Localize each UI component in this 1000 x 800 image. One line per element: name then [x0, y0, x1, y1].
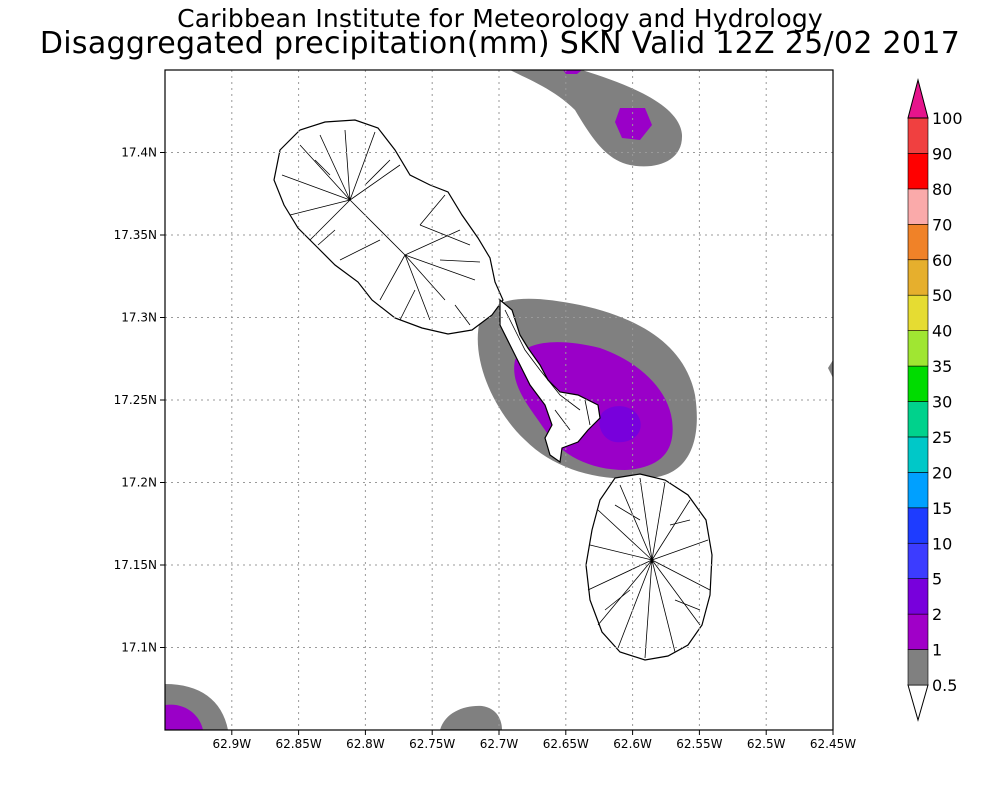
- lat-tick-label: 17.25N: [114, 393, 157, 407]
- lon-tick-label: 62.7W: [480, 737, 519, 751]
- colorbar-label: 25: [932, 428, 952, 447]
- colorbar-upper-arrow: [907, 78, 929, 119]
- lon-tick-label: 62.85W: [275, 737, 321, 751]
- rain-area-east-edge-gray: [828, 360, 833, 378]
- chart-title: Caribbean Institute for Meteorology and …: [177, 4, 823, 33]
- colorbar-label: 5: [932, 570, 942, 589]
- colorbar-label: 70: [932, 215, 952, 234]
- colorbar-label: 1: [932, 641, 942, 660]
- colorbar-label: 60: [932, 251, 952, 270]
- islands: [273, 119, 713, 661]
- colorbar-label: 10: [932, 534, 952, 553]
- colorbar-swatch: [907, 649, 929, 686]
- lat-tick-label: 17.3N: [121, 311, 157, 325]
- lon-tick-label: 62.55W: [676, 737, 722, 751]
- lon-tick-label: 62.65W: [543, 737, 589, 751]
- rain-area-south-gray: [440, 705, 502, 730]
- colorbar-swatch: [907, 507, 929, 544]
- map-grid: [165, 70, 833, 730]
- lon-tick-label: 62.75W: [409, 737, 455, 751]
- colorbar-lower-arrow: [907, 684, 929, 722]
- st-kitts-drainage: [281, 129, 481, 326]
- colorbar-label: 100: [932, 109, 963, 128]
- rain-area-southwest-purple: [165, 704, 203, 730]
- colorbar-label: 35: [932, 357, 952, 376]
- colorbar-swatch: [907, 401, 929, 438]
- colorbar-label: 80: [932, 180, 952, 199]
- colorbar-swatch: [907, 613, 929, 650]
- rain-area-north-top-purple: [563, 70, 582, 74]
- latitude-axis: 17.1N 17.15N 17.2N 17.25N 17.3N 17.35N 17.4N: [114, 146, 165, 655]
- colorbar-label: 0.5: [932, 676, 957, 695]
- colorbar-swatch: [907, 330, 929, 367]
- colorbar-swatch: [907, 365, 929, 402]
- colorbar-label: 20: [932, 463, 952, 482]
- lon-tick-label: 62.8W: [346, 737, 385, 751]
- lat-tick-label: 17.15N: [114, 558, 157, 572]
- peninsula-detail: [504, 309, 591, 431]
- colorbar-swatch: [907, 259, 929, 296]
- rain-area-channel-violet: [599, 406, 641, 443]
- colorbar-label: 30: [932, 393, 952, 412]
- rain-area-north-gray: [510, 70, 683, 167]
- colorbar-swatch: [907, 224, 929, 261]
- island-st-kitts-peninsula: [499, 298, 601, 464]
- chart-subtitle: Disaggregated precipitation(mm) SKN Vali…: [39, 26, 961, 61]
- colorbar-swatch: [907, 472, 929, 509]
- colorbar-label: 2: [932, 605, 942, 624]
- lat-tick-label: 17.1N: [121, 641, 157, 655]
- colorbar-swatch: [907, 542, 929, 579]
- colorbar-swatch: [907, 188, 929, 225]
- lon-tick-label: 62.5W: [747, 737, 786, 751]
- lon-tick-label: 62.9W: [213, 737, 252, 751]
- lat-tick-label: 17.2N: [121, 476, 157, 490]
- island-st-kitts: [273, 119, 504, 335]
- colorbar-swatch: [907, 578, 929, 615]
- colorbar-label: 15: [932, 499, 952, 518]
- lon-tick-label: 62.45W: [810, 737, 856, 751]
- rain-area-north-purple: [615, 108, 652, 140]
- colorbar-label: 40: [932, 322, 952, 341]
- colorbar-label: 50: [932, 286, 952, 305]
- colorbar-swatch: [907, 436, 929, 473]
- colorbar-swatch: [907, 153, 929, 190]
- longitude-axis: 62.9W 62.85W 62.8W 62.75W 62.7W 62.65W 62.6W 62…: [213, 730, 856, 751]
- lat-tick-label: 17.4N: [121, 146, 157, 160]
- lon-tick-label: 62.6W: [613, 737, 652, 751]
- colorbar-swatch: [907, 294, 929, 331]
- lat-tick-label: 17.35N: [114, 228, 157, 242]
- colorbar-label: 90: [932, 144, 952, 163]
- colorbar-swatch: [907, 117, 929, 154]
- nevis-drainage: [587, 477, 711, 659]
